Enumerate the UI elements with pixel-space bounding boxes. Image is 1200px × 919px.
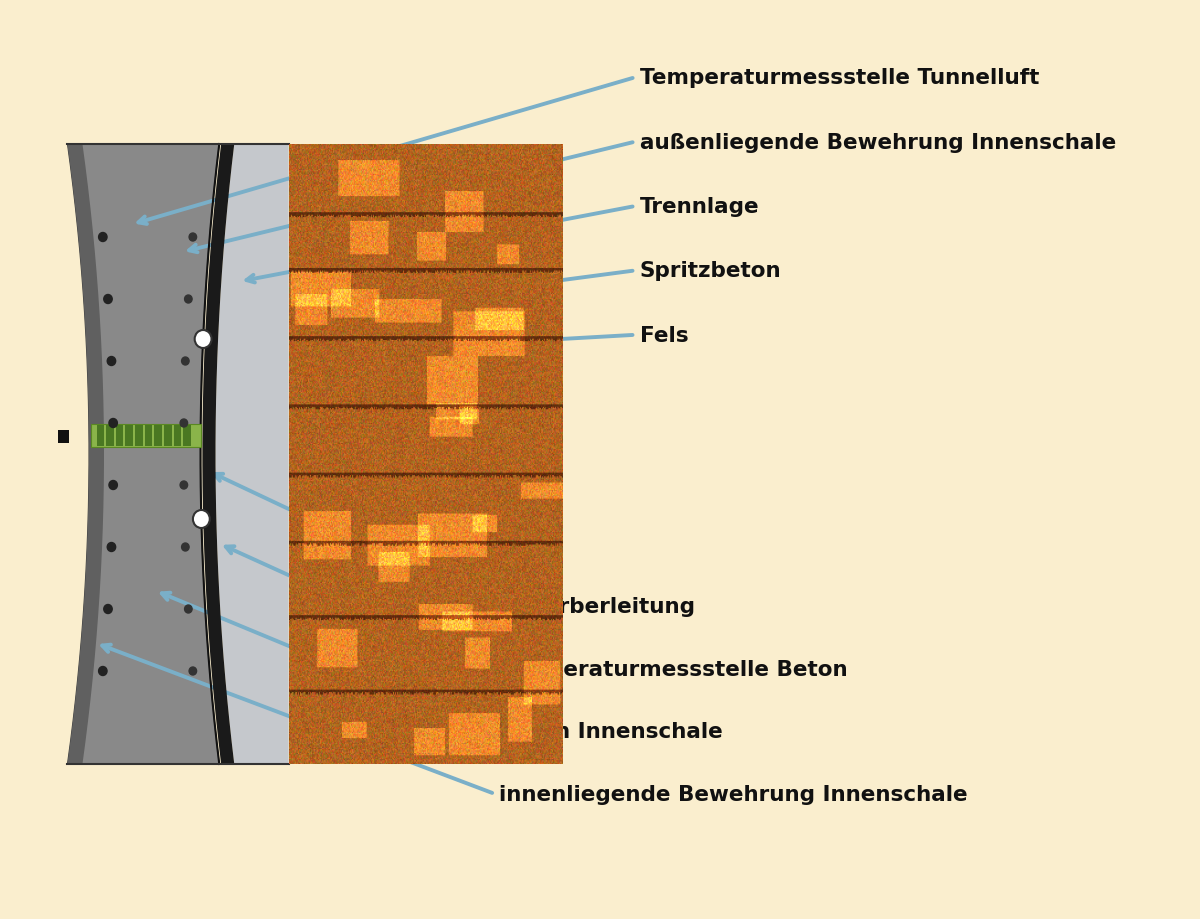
Text: Spritzbeton: Spritzbeton <box>640 261 781 281</box>
Polygon shape <box>145 425 152 447</box>
Text: Trennlage: Trennlage <box>640 197 760 217</box>
Polygon shape <box>184 425 191 447</box>
Polygon shape <box>106 425 114 447</box>
Circle shape <box>190 667 197 675</box>
Circle shape <box>103 295 113 304</box>
Circle shape <box>185 296 192 303</box>
Circle shape <box>98 667 107 675</box>
Text: außenliegende Bewehrung Innenschale: außenliegende Bewehrung Innenschale <box>640 132 1116 153</box>
Circle shape <box>107 543 115 552</box>
Polygon shape <box>67 145 104 765</box>
Text: Temperaturmessstelle Beton: Temperaturmessstelle Beton <box>499 659 848 679</box>
Text: Beton Innenschale: Beton Innenschale <box>499 721 724 742</box>
Polygon shape <box>96 425 104 447</box>
Text: Absorberleitung: Absorberleitung <box>499 596 696 617</box>
Circle shape <box>181 357 190 366</box>
Text: innenliegende Bewehrung Innenschale: innenliegende Bewehrung Innenschale <box>499 784 968 804</box>
Text: Temperaturmessstelle Tunnelluft: Temperaturmessstelle Tunnelluft <box>640 68 1039 88</box>
Polygon shape <box>116 425 124 447</box>
Circle shape <box>190 233 197 242</box>
Circle shape <box>185 606 192 613</box>
Text: Fels: Fels <box>640 325 689 346</box>
Circle shape <box>180 482 187 490</box>
Polygon shape <box>155 425 162 447</box>
Polygon shape <box>216 145 289 765</box>
Circle shape <box>103 605 113 614</box>
Circle shape <box>180 420 187 427</box>
Circle shape <box>193 510 210 528</box>
Circle shape <box>109 419 118 428</box>
Polygon shape <box>126 425 133 447</box>
Polygon shape <box>164 425 172 447</box>
Polygon shape <box>91 425 200 448</box>
Polygon shape <box>136 425 143 447</box>
Circle shape <box>107 357 115 366</box>
Circle shape <box>109 481 118 490</box>
Circle shape <box>194 331 211 348</box>
Polygon shape <box>67 145 220 765</box>
Polygon shape <box>58 430 70 444</box>
Polygon shape <box>203 145 234 765</box>
Polygon shape <box>174 425 181 447</box>
Circle shape <box>98 233 107 243</box>
Circle shape <box>181 543 190 551</box>
